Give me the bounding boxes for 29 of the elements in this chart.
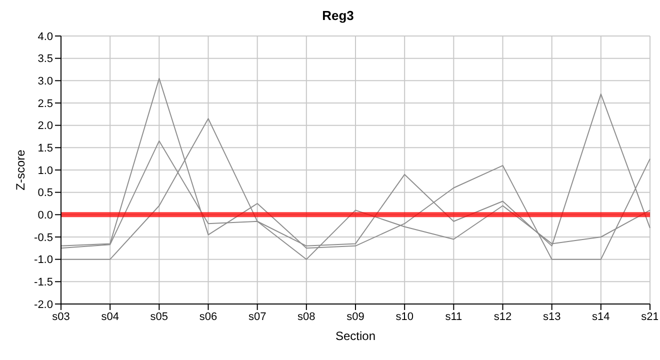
y-tick-label: 2.0 [38, 120, 53, 132]
y-tick-label: -0.5 [34, 232, 53, 244]
y-tick-label: -1.5 [34, 276, 53, 289]
y-tick-label: 2.5 [38, 98, 53, 110]
y-tick-label: 4.0 [38, 30, 53, 43]
x-tick-label: s09 [346, 310, 364, 323]
x-tick-label: s21 [641, 310, 659, 323]
x-tick-label: s03 [52, 310, 70, 323]
y-tick-label: -2.0 [34, 298, 53, 311]
x-tick-label: s13 [542, 310, 561, 323]
y-tick-label: -1.0 [34, 254, 53, 266]
x-tick-label: s12 [494, 310, 512, 323]
x-axis-title: Section [335, 329, 376, 343]
y-tick-label: 1.5 [38, 142, 53, 155]
x-tick-label: s14 [592, 310, 610, 323]
x-tick-label: s04 [101, 310, 119, 323]
x-tick-label: s11 [445, 310, 462, 323]
chart-title: Reg3 [321, 8, 355, 25]
y-tick-label: 3.5 [38, 53, 53, 66]
x-tick-label: s07 [248, 310, 266, 323]
y-tick-label: 3.0 [38, 76, 53, 88]
y-tick-label: 0.5 [38, 187, 53, 200]
y-axis-title: Z-score [13, 149, 28, 190]
x-tick-label: s06 [199, 310, 218, 323]
y-tick-label: 0.0 [38, 210, 53, 222]
x-tick-label: s08 [298, 310, 316, 323]
y-tick-label: 1.0 [38, 164, 53, 177]
x-tick-label: s05 [150, 310, 168, 323]
x-tick-label: s10 [396, 310, 414, 323]
